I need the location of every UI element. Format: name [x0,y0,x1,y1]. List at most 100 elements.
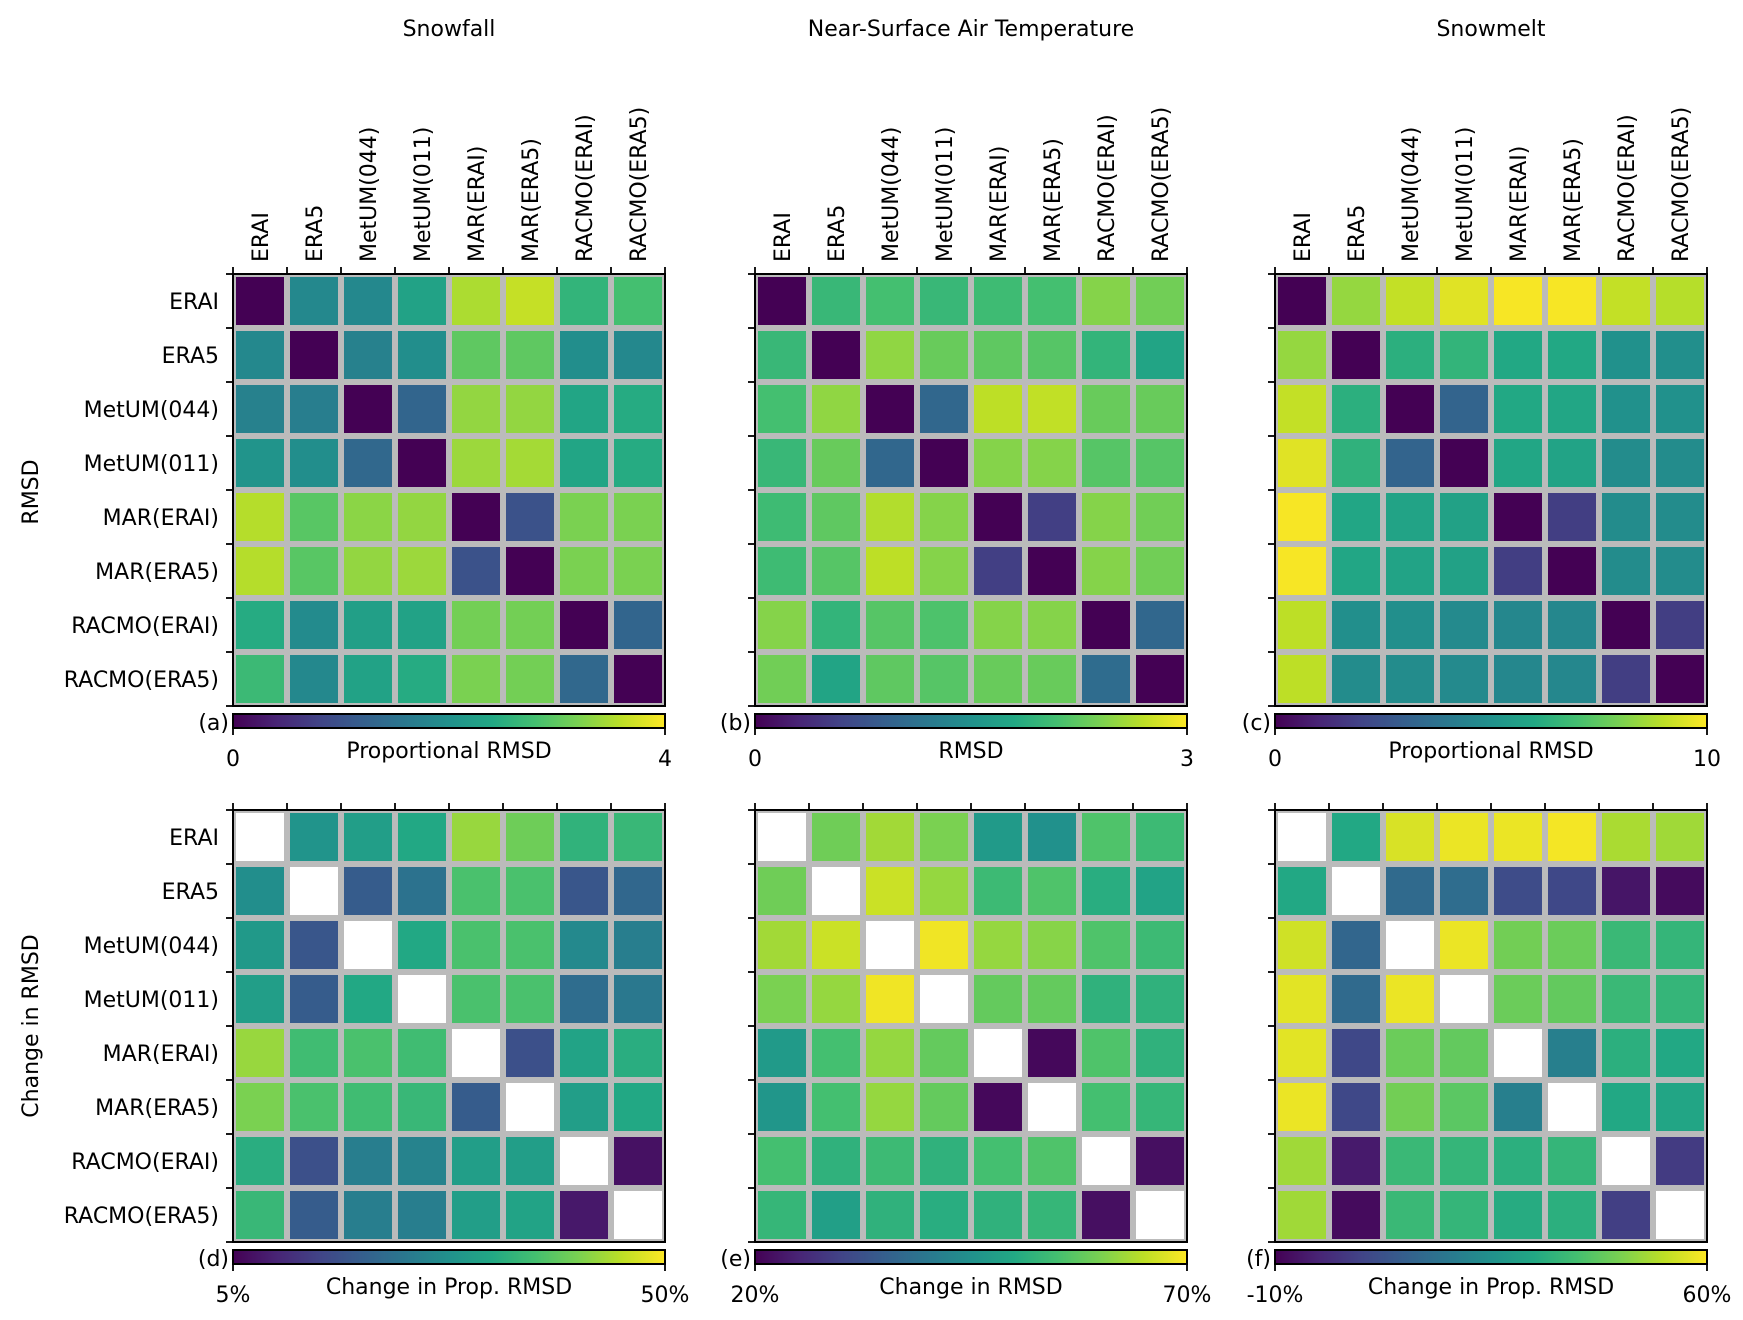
heatmap-cell-mar-erai-mar-erai [971,1026,1025,1080]
colorbar-label: Change in RMSD [879,1275,1062,1300]
column-label-metum-044: MetUM(044) [879,127,904,262]
heatmap-cell-mar-era5-metum-011 [395,1080,449,1134]
heatmap-cell-racmo-era5-erai [233,1188,287,1242]
heatmap-cell-era5-era5 [809,328,863,382]
heatmap-cell-racmo-era5-era5 [809,652,863,706]
heatmap-cell-era5-metum-011 [1437,864,1491,918]
heatmap-cell-metum-011-metum-011 [917,436,971,490]
heatmap-cell-racmo-era5-racmo-erai [1599,1188,1653,1242]
heatmap-cell-metum-011-erai [755,972,809,1026]
row-label-mar-era5: MAR(ERA5) [95,560,219,585]
heatmap-cell-racmo-era5-metum-011 [917,1188,971,1242]
heatmap-cell-mar-era5-metum-011 [917,1080,971,1134]
heatmap-cell-mar-erai-era5 [1329,490,1383,544]
colorbar-min-label: 0 [1268,747,1282,772]
heatmap-cell-metum-011-mar-era5 [1025,436,1079,490]
heatmap-cell-mar-era5-mar-era5 [503,544,557,598]
colorbar-label: Proportional RMSD [346,739,551,764]
heatmap-cell-racmo-era5-racmo-era5 [611,652,665,706]
panel-title: Snowmelt [1436,17,1545,42]
heatmap-cell-era5-metum-011 [1437,328,1491,382]
heatmap-cell-racmo-erai-erai [1275,1134,1329,1188]
heatmap-cell-racmo-era5-mar-erai [971,1188,1025,1242]
heatmap-cell-racmo-erai-mar-era5 [1025,598,1079,652]
heatmap-cell-racmo-erai-erai [233,1134,287,1188]
heatmap-cell-erai-mar-era5 [503,274,557,328]
heatmap-cell-racmo-erai-mar-era5 [503,598,557,652]
heatmap-cell-mar-era5-mar-erai [449,1080,503,1134]
heatmap-cell-metum-011-erai [1275,972,1329,1026]
heatmap-cell-era5-era5 [1329,328,1383,382]
heatmap-cell-mar-era5-metum-044 [1383,1080,1437,1134]
heatmap-cell-erai-metum-011 [395,810,449,864]
heatmap-cell-mar-era5-metum-011 [917,544,971,598]
heatmap-cell-metum-044-era5 [287,918,341,972]
heatmap-cell-racmo-era5-erai [755,652,809,706]
colorbar-min-label: -10% [1247,1283,1304,1308]
heatmap-cell-erai-erai [1275,274,1329,328]
heatmap-cell-metum-044-racmo-erai [1079,382,1133,436]
heatmap-cell-metum-044-racmo-era5 [1653,918,1707,972]
heatmap-cell-racmo-era5-era5 [287,1188,341,1242]
heatmap-cell-erai-era5 [1329,274,1383,328]
heatmap-cell-metum-011-metum-044 [863,972,917,1026]
heatmap-cell-mar-erai-erai [755,1026,809,1080]
heatmap-cell-metum-011-mar-era5 [503,972,557,1026]
heatmap-cell-metum-011-mar-era5 [1545,436,1599,490]
column-label-metum-011: MetUM(011) [933,127,958,262]
heatmap-cell-racmo-erai-racmo-era5 [1133,598,1187,652]
heatmap-cell-mar-erai-metum-044 [863,490,917,544]
heatmap-cell-era5-metum-044 [863,864,917,918]
column-label-era5: ERA5 [303,205,328,262]
column-label-racmo-era5: RACMO(ERA5) [1149,107,1174,262]
heatmap-cell-erai-metum-011 [395,274,449,328]
heatmap-cell-racmo-era5-era5 [1329,1188,1383,1242]
colorbar-min-label: 0 [226,747,240,772]
heatmap-cell-metum-011-racmo-era5 [1133,436,1187,490]
heatmap-cell-era5-racmo-erai [557,864,611,918]
column-label-mar-era5: MAR(ERA5) [519,138,544,262]
heatmap-cell-metum-011-metum-044 [863,436,917,490]
heatmap-cell-mar-era5-mar-erai [971,544,1025,598]
heatmap-cell-erai-mar-erai [449,274,503,328]
column-label-erai: ERAI [249,212,274,262]
heatmap-cell-metum-044-erai [233,918,287,972]
heatmap-cell-racmo-era5-mar-erai [1491,1188,1545,1242]
heatmap-cell-erai-erai [755,810,809,864]
heatmap-cell-metum-044-racmo-erai [1599,382,1653,436]
heatmap-cell-racmo-era5-racmo-era5 [1133,1188,1187,1242]
heatmap-cell-racmo-era5-racmo-era5 [611,1188,665,1242]
heatmap-cell-era5-mar-erai [971,328,1025,382]
heatmap-cell-mar-erai-racmo-era5 [611,1026,665,1080]
heatmap-cell-erai-metum-011 [917,274,971,328]
panel-letter: (f) [1246,1247,1271,1272]
heatmap-cell-metum-044-erai [233,382,287,436]
panel-letter: (c) [1242,711,1271,736]
heatmap-cell-metum-011-metum-044 [341,972,395,1026]
row-label-racmo-erai: RACMO(ERAI) [71,614,219,639]
heatmap-cell-mar-era5-era5 [287,1080,341,1134]
column-label-mar-erai: MAR(ERAI) [1507,146,1532,262]
heatmap-cell-mar-erai-mar-era5 [1545,1026,1599,1080]
heatmap-cell-mar-erai-erai [1275,1026,1329,1080]
heatmap-cell-mar-erai-era5 [809,490,863,544]
panel-b-temperature: Near-Surface Air Temperature ERAI ERA5 MetU… [720,17,1194,772]
heatmap-cell-mar-era5-erai [755,1080,809,1134]
heatmap-cell-era5-erai [233,864,287,918]
heatmap-cell-metum-044-racmo-era5 [611,382,665,436]
heatmap-cell-metum-044-era5 [809,382,863,436]
panel-letter: (d) [198,1247,229,1272]
heatmap-cell-mar-erai-metum-011 [1437,490,1491,544]
heatmap-cell-metum-044-mar-erai [971,382,1025,436]
heatmap-cell-racmo-erai-metum-044 [1383,1134,1437,1188]
heatmap-cell-mar-erai-racmo-erai [1079,490,1133,544]
heatmap-cell-erai-mar-era5 [1025,274,1079,328]
heatmap-cell-mar-erai-era5 [809,1026,863,1080]
column-label-racmo-erai: RACMO(ERAI) [1095,114,1120,262]
heatmap-cell-metum-044-racmo-era5 [611,918,665,972]
heatmap-cell-metum-011-racmo-era5 [1653,436,1707,490]
heatmap-cell-erai-mar-erai [971,274,1025,328]
heatmap-cell-metum-011-era5 [287,436,341,490]
heatmap-cell-mar-era5-mar-era5 [1025,544,1079,598]
heatmap-cell-erai-metum-044 [341,810,395,864]
